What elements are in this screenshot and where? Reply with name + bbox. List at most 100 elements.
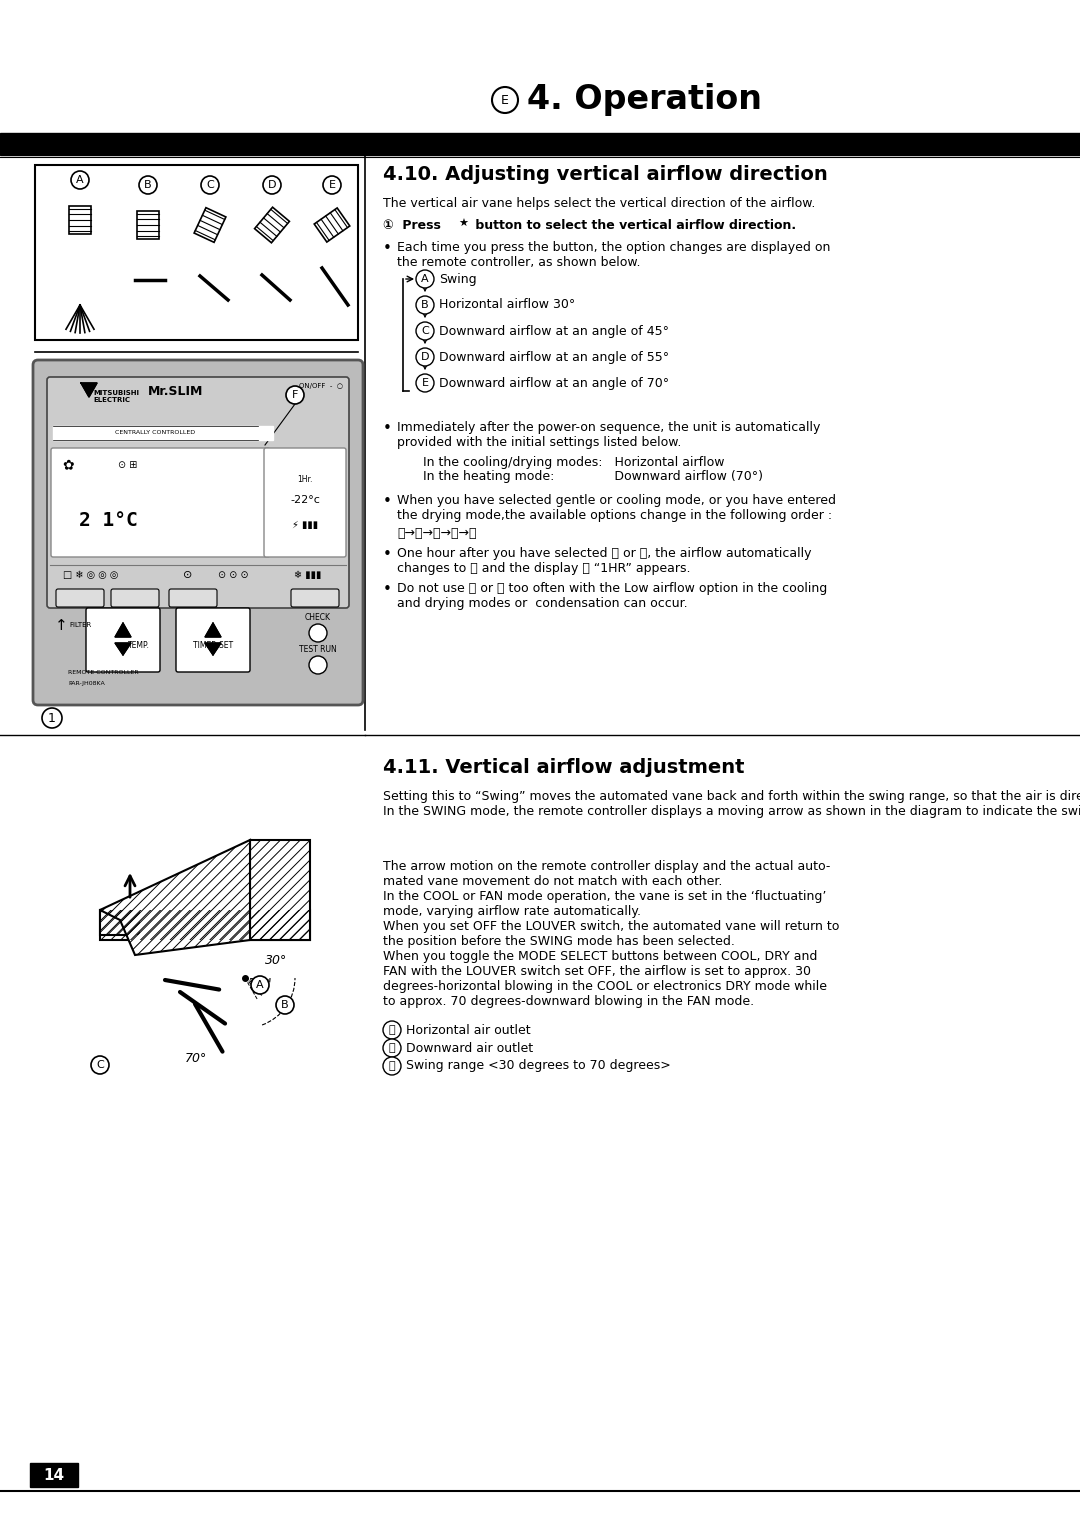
- Text: A: A: [421, 274, 429, 284]
- Text: ①  Press: ① Press: [383, 219, 445, 232]
- Polygon shape: [100, 839, 249, 956]
- Text: PAR-JH08KA: PAR-JH08KA: [68, 682, 105, 687]
- Text: C: C: [421, 326, 429, 336]
- Text: When you have selected gentle or cooling mode, or you have entered
the drying mo: When you have selected gentle or cooling…: [397, 494, 836, 521]
- Text: •: •: [383, 547, 392, 563]
- Bar: [30, 1463, 78, 1488]
- Text: E: E: [328, 180, 336, 190]
- FancyBboxPatch shape: [56, 589, 104, 607]
- Text: MITSUBISHI
ELECTRIC: MITSUBISHI ELECTRIC: [93, 390, 139, 402]
- Polygon shape: [100, 910, 310, 940]
- Circle shape: [71, 171, 89, 190]
- Text: D: D: [421, 352, 429, 362]
- Circle shape: [383, 1021, 401, 1040]
- FancyBboxPatch shape: [291, 589, 339, 607]
- Text: In the heating mode:               Downward airflow (70°): In the heating mode: Downward airflow (7…: [423, 469, 762, 483]
- Text: Downward airflow at an angle of 45°: Downward airflow at an angle of 45°: [438, 324, 669, 338]
- Text: ⊙: ⊙: [184, 570, 192, 579]
- Circle shape: [139, 176, 157, 194]
- Text: Do not use ⓓ or Ⓒ too often with the Low airflow option in the cooling
and dryin: Do not use ⓓ or Ⓒ too often with the Low…: [397, 583, 827, 610]
- Circle shape: [416, 349, 434, 365]
- Text: Horizontal air outlet: Horizontal air outlet: [406, 1023, 530, 1037]
- Bar: [0, 133, 1080, 154]
- Text: 4. Operation: 4. Operation: [527, 84, 762, 116]
- Text: Each time you press the button, the option changes are displayed on
the remote c: Each time you press the button, the opti…: [397, 242, 831, 269]
- Circle shape: [416, 297, 434, 313]
- Text: E: E: [501, 93, 509, 107]
- Text: 1: 1: [49, 711, 56, 725]
- Text: In the cooling/drying modes:   Horizontal airflow: In the cooling/drying modes: Horizontal …: [423, 456, 725, 469]
- Text: Ⓐ: Ⓐ: [389, 1024, 395, 1035]
- Circle shape: [251, 976, 269, 994]
- Circle shape: [492, 87, 518, 113]
- Text: A: A: [77, 174, 84, 185]
- FancyBboxPatch shape: [51, 448, 270, 557]
- Text: ★: ★: [458, 219, 468, 229]
- Bar: [53, 427, 273, 440]
- Polygon shape: [100, 910, 140, 936]
- Text: REMOTE CONTROLLER: REMOTE CONTROLLER: [68, 670, 138, 674]
- Text: CHECK: CHECK: [305, 613, 330, 621]
- FancyBboxPatch shape: [264, 448, 346, 557]
- Bar: [35, 165, 357, 339]
- Text: ON/OFF  -  ○: ON/OFF - ○: [299, 382, 343, 388]
- FancyBboxPatch shape: [168, 589, 217, 607]
- Text: 70°: 70°: [185, 1052, 207, 1064]
- Circle shape: [276, 995, 294, 1014]
- Text: 1Hr.: 1Hr.: [297, 476, 313, 485]
- Text: Downward airflow at an angle of 55°: Downward airflow at an angle of 55°: [438, 350, 670, 364]
- Text: Swing: Swing: [438, 272, 476, 286]
- Text: B: B: [421, 300, 429, 310]
- Polygon shape: [205, 622, 221, 638]
- Text: 4.11. Vertical airflow adjustment: 4.11. Vertical airflow adjustment: [383, 758, 744, 777]
- Circle shape: [383, 1057, 401, 1075]
- Text: ❄ ▮▮▮: ❄ ▮▮▮: [295, 570, 322, 579]
- Text: ⊙ ⊞: ⊙ ⊞: [119, 460, 137, 469]
- Circle shape: [416, 271, 434, 287]
- Text: D: D: [268, 180, 276, 190]
- Text: Ⓑ: Ⓑ: [389, 1043, 395, 1053]
- Text: ✿: ✿: [63, 459, 73, 472]
- Text: button to select the vertical airflow direction.: button to select the vertical airflow di…: [471, 219, 796, 232]
- Text: B: B: [281, 1000, 288, 1011]
- Polygon shape: [114, 622, 131, 638]
- Text: C: C: [206, 180, 214, 190]
- Polygon shape: [314, 208, 350, 242]
- FancyBboxPatch shape: [176, 609, 249, 673]
- Text: 2 1°C: 2 1°C: [79, 511, 137, 529]
- Text: C: C: [96, 1060, 104, 1070]
- Text: ⊙ ⊙ ⊙: ⊙ ⊙ ⊙: [218, 570, 248, 579]
- Polygon shape: [114, 644, 131, 654]
- Text: 30°: 30°: [265, 954, 287, 966]
- Circle shape: [323, 176, 341, 194]
- Text: Immediately after the power-on sequence, the unit is automatically
provided with: Immediately after the power-on sequence,…: [397, 420, 821, 450]
- Text: Downward airflow at an angle of 70°: Downward airflow at an angle of 70°: [438, 376, 670, 390]
- Text: TEST RUN: TEST RUN: [299, 645, 337, 654]
- Polygon shape: [81, 382, 97, 398]
- Text: -22°c: -22°c: [291, 495, 320, 505]
- Text: □ ❄ ◎ ◎ ◎: □ ❄ ◎ ◎ ◎: [63, 570, 119, 579]
- Polygon shape: [205, 644, 221, 654]
- FancyBboxPatch shape: [111, 589, 159, 607]
- Circle shape: [309, 624, 327, 642]
- Text: B: B: [145, 180, 152, 190]
- Circle shape: [201, 176, 219, 194]
- Circle shape: [42, 708, 62, 728]
- Text: ⚡ ▮▮▮: ⚡ ▮▮▮: [292, 520, 319, 531]
- Circle shape: [416, 375, 434, 391]
- Text: One hour after you have selected ⓓ or Ⓒ, the airflow automatically
changes to Ⓐ : One hour after you have selected ⓓ or Ⓒ,…: [397, 547, 811, 575]
- Text: ↑: ↑: [55, 618, 67, 633]
- Polygon shape: [255, 208, 289, 243]
- Polygon shape: [249, 839, 310, 940]
- Text: Horizontal airflow 30°: Horizontal airflow 30°: [438, 298, 576, 312]
- Text: FILTER: FILTER: [69, 622, 91, 628]
- Text: •: •: [383, 420, 392, 436]
- Text: TEMP.: TEMP.: [129, 641, 150, 650]
- Text: 14: 14: [43, 1468, 65, 1483]
- Text: •: •: [383, 242, 392, 255]
- Text: The vertical air vane helps select the vertical direction of the airflow.: The vertical air vane helps select the v…: [383, 197, 815, 209]
- Circle shape: [383, 1040, 401, 1057]
- Text: TIMER SET: TIMER SET: [193, 641, 233, 650]
- Circle shape: [264, 176, 281, 194]
- FancyBboxPatch shape: [86, 609, 160, 673]
